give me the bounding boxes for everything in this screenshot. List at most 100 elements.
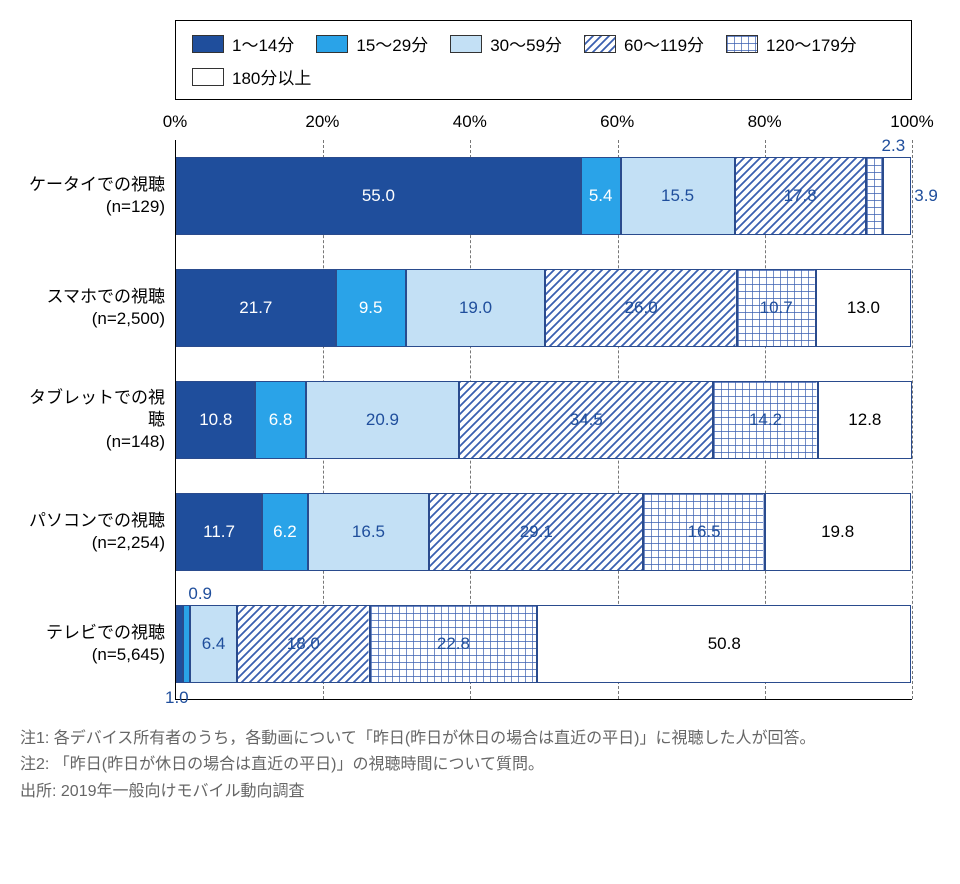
segment-value: 11.7	[203, 522, 235, 542]
bar-segment: 22.8	[370, 605, 538, 683]
x-tick-label: 0%	[163, 112, 188, 132]
bar-segment: 6.2	[262, 493, 308, 571]
segment-value: 17.8	[784, 186, 817, 206]
category-name: タブレットでの視聴	[20, 387, 165, 431]
segment-value: 15.5	[661, 186, 694, 206]
x-tick-label: 80%	[748, 112, 782, 132]
legend-item: 15～29分	[316, 31, 428, 56]
bar-segment: 12.8	[818, 381, 912, 459]
bar-row: 11.7 6.2 16.5 29.1 16.5 19.8	[176, 476, 912, 588]
segment-value: 0.9	[188, 584, 212, 604]
segment-value: 14.2	[749, 410, 782, 430]
category-name: スマホでの視聴	[20, 286, 165, 308]
legend-label: 120～179分	[766, 31, 857, 56]
legend-item: 120～179分	[726, 31, 857, 56]
bar-segment: 3.9	[883, 157, 912, 235]
category-name: パソコンでの視聴	[20, 510, 165, 532]
bar-segment: 5.4	[581, 157, 621, 235]
bar-row: 1.00.96.418.022.850.8	[176, 588, 912, 700]
category-label: テレビでの視聴(n=5,645)	[20, 588, 175, 700]
bar-segment: 2.3	[866, 157, 883, 235]
plot: 55.0 5.4 15.5 17.8 2.33.9 21.7 9.5 19.0 26.0 10.7…	[175, 140, 912, 700]
stacked-bar: 55.0 5.4 15.5 17.8 2.33.9	[176, 157, 912, 235]
x-tick-label: 60%	[600, 112, 634, 132]
bar-segment: 14.2	[713, 381, 818, 459]
category-n: (n=2,254)	[20, 532, 165, 554]
segment-value: 3.9	[914, 186, 938, 206]
footnote-1: 注1: 各デバイス所有者のうち，各動画について「昨日(昨日が休日の場合は直近の平…	[20, 726, 940, 752]
stacked-bar: 11.7 6.2 16.5 29.1 16.5 19.8	[176, 493, 912, 571]
segment-value: 6.4	[202, 634, 226, 654]
category-n: (n=129)	[20, 196, 165, 218]
bar-segment: 11.7	[176, 493, 262, 571]
bar-segment: 17.8	[735, 157, 866, 235]
segment-value: 19.8	[821, 522, 854, 542]
chart-container: 1～14分15～29分30～59分60～119分120～179分180分以上 0…	[20, 20, 940, 805]
x-axis: 0%20%40%60%80%100%	[20, 112, 940, 138]
legend-label: 1～14分	[232, 31, 294, 56]
segment-value: 21.7	[239, 298, 272, 318]
bar-segment: 16.5	[643, 493, 764, 571]
plot-area: ケータイでの視聴(n=129)スマホでの視聴(n=2,500)タブレットでの視聴…	[20, 140, 940, 700]
bar-segment: 10.7	[737, 269, 816, 347]
segment-value: 22.8	[437, 634, 470, 654]
legend-swatch	[316, 35, 348, 53]
bar-segment: 18.0	[237, 605, 369, 683]
segment-value: 16.5	[352, 522, 385, 542]
bar-segment: 19.0	[406, 269, 546, 347]
legend-swatch	[450, 35, 482, 53]
segment-value: 29.1	[520, 522, 553, 542]
legend-label: 15～29分	[356, 31, 428, 56]
segment-value: 50.8	[708, 634, 741, 654]
bar-segment: 13.0	[816, 269, 912, 347]
bar-row: 21.7 9.5 19.0 26.0 10.7 13.0	[176, 252, 912, 364]
category-label: タブレットでの視聴(n=148)	[20, 364, 175, 476]
category-name: テレビでの視聴	[20, 622, 165, 644]
segment-value: 1.0	[165, 688, 189, 708]
bar-segment: 15.5	[621, 157, 735, 235]
segment-value: 18.0	[287, 634, 320, 654]
segment-value: 5.4	[589, 186, 613, 206]
legend-swatch	[192, 68, 224, 86]
segment-value: 6.8	[269, 410, 293, 430]
segment-value: 26.0	[625, 298, 658, 318]
segment-value: 10.7	[760, 298, 793, 318]
legend-label: 30～59分	[490, 31, 562, 56]
footnote-source: 出所: 2019年一般向けモバイル動向調査	[20, 779, 940, 805]
bar-segment: 9.5	[336, 269, 406, 347]
category-n: (n=5,645)	[20, 644, 165, 666]
bar-segment: 0.9	[183, 605, 190, 683]
legend-item: 30～59分	[450, 31, 562, 56]
stacked-bar: 10.8 6.8 20.9 34.5 14.2 12.8	[176, 381, 912, 459]
bar-segment: 16.5	[308, 493, 429, 571]
legend-item: 1～14分	[192, 31, 294, 56]
footnotes: 注1: 各デバイス所有者のうち，各動画について「昨日(昨日が休日の場合は直近の平…	[20, 726, 940, 805]
bar-segment: 10.8	[176, 381, 255, 459]
legend-swatch	[584, 35, 616, 53]
category-label: ケータイでの視聴(n=129)	[20, 140, 175, 252]
x-axis-labels: 0%20%40%60%80%100%	[175, 112, 912, 138]
bar-segment: 29.1	[429, 493, 643, 571]
legend-swatch	[726, 35, 758, 53]
category-n: (n=148)	[20, 431, 165, 453]
segment-value: 55.0	[362, 186, 395, 206]
legend-swatch	[192, 35, 224, 53]
bar-segment: 21.7	[176, 269, 336, 347]
bar-segment: 6.4	[190, 605, 237, 683]
x-tick-label: 20%	[305, 112, 339, 132]
segment-value: 19.0	[459, 298, 492, 318]
bar-segment: 20.9	[306, 381, 460, 459]
segment-value: 34.5	[570, 410, 603, 430]
segment-value: 16.5	[688, 522, 721, 542]
x-tick-label: 100%	[890, 112, 933, 132]
category-label: スマホでの視聴(n=2,500)	[20, 252, 175, 364]
legend-item: 60～119分	[584, 31, 704, 56]
bar-row: 55.0 5.4 15.5 17.8 2.33.9	[176, 140, 912, 252]
category-label: パソコンでの視聴(n=2,254)	[20, 476, 175, 588]
segment-value: 9.5	[359, 298, 383, 318]
segment-value: 2.3	[882, 136, 906, 156]
segment-value: 13.0	[847, 298, 880, 318]
stacked-bar: 21.7 9.5 19.0 26.0 10.7 13.0	[176, 269, 912, 347]
y-axis-labels: ケータイでの視聴(n=129)スマホでの視聴(n=2,500)タブレットでの視聴…	[20, 140, 175, 700]
bar-segment: 26.0	[545, 269, 736, 347]
